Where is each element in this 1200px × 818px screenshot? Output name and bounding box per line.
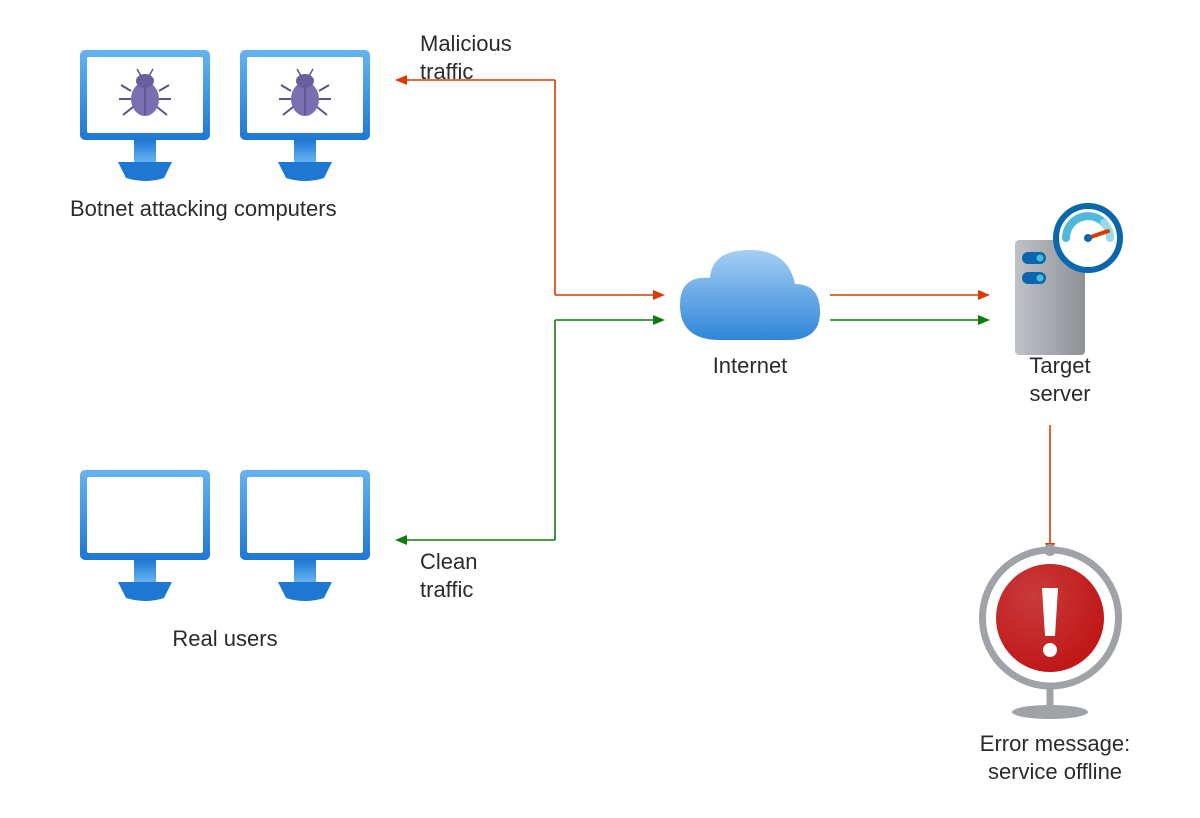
label-internet: Internet (695, 352, 805, 380)
label-botnet: Botnet attacking computers (70, 195, 380, 223)
botnet-monitor-1-icon (80, 50, 210, 181)
diagram-canvas: Botnet attacking computers Real users Ma… (0, 0, 1200, 818)
label-clean-traffic: Clean traffic (420, 548, 520, 603)
error-offline-icon (983, 544, 1119, 719)
botnet-monitor-2-icon (240, 50, 370, 181)
label-error-message: Error message: service offline (965, 730, 1145, 785)
user-monitor-1-icon (80, 470, 210, 601)
diagram-svg (0, 0, 1200, 818)
label-real-users: Real users (140, 625, 310, 653)
user-monitor-2-icon (240, 470, 370, 601)
cloud-internet-icon (680, 250, 820, 340)
target-server-icon (1015, 206, 1120, 355)
label-target-server: Target server (1015, 352, 1105, 407)
label-malicious-traffic: Malicious traffic (420, 30, 540, 85)
